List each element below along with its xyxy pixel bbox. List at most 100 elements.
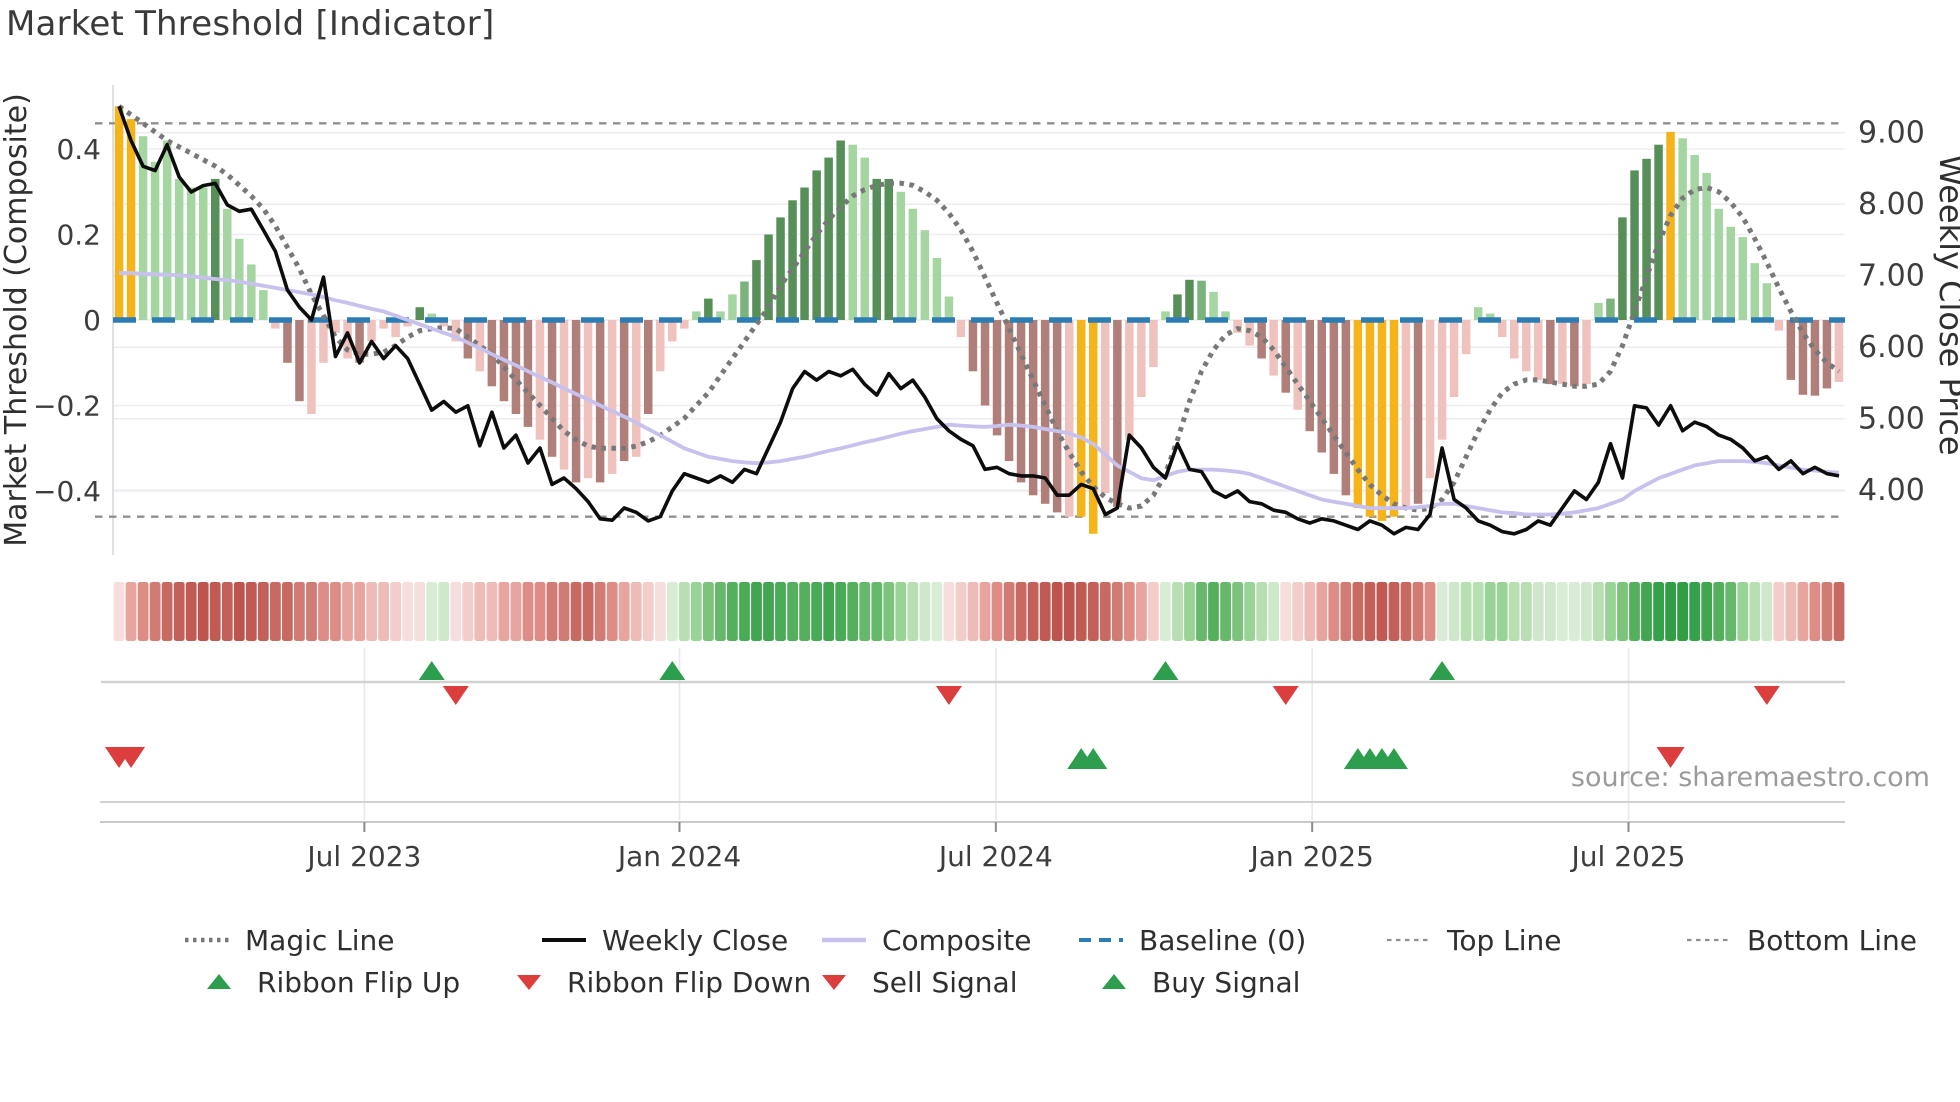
composite-bar (259, 290, 268, 320)
composite-bar (619, 320, 629, 462)
ribbon-cell (1761, 582, 1773, 641)
ribbon-cell (426, 582, 438, 641)
composite-bar (1016, 320, 1026, 483)
composite-bar (1498, 320, 1507, 338)
ribbon-cell (1280, 582, 1292, 641)
composite-bar (1281, 320, 1290, 393)
composite-bar (1726, 226, 1735, 320)
right-tick-label: 5.00 (1858, 402, 1925, 437)
ribbon-cell (763, 582, 774, 641)
composite-bar (692, 311, 701, 320)
ribbon-cell (1496, 582, 1508, 641)
ribbon-cell (185, 582, 197, 641)
left-tick-label: −0.2 (33, 390, 101, 423)
right-tick-label: 6.00 (1858, 330, 1925, 365)
ribbon-cell (1316, 582, 1328, 641)
left-tick-label: 0 (83, 304, 101, 337)
right-tick-label: 8.00 (1858, 187, 1925, 222)
ribbon-cell (690, 582, 702, 641)
ribbon-cell (1725, 582, 1737, 641)
ribbon-cell (137, 582, 149, 641)
composite-bar (1437, 320, 1447, 440)
composite-bar (1606, 298, 1615, 320)
ribbon-cell (366, 582, 377, 641)
ribbon-cell (1701, 582, 1713, 641)
ribbon-cell (1099, 582, 1111, 641)
ribbon-cell (113, 582, 125, 641)
composite-bar (1341, 320, 1351, 496)
ribbon-cell (330, 582, 341, 641)
ribbon-cell (859, 582, 871, 641)
composite-bar (1365, 320, 1375, 517)
composite-bar (283, 320, 292, 363)
composite-bar (162, 140, 172, 320)
ribbon-flip-down-icon (1272, 686, 1299, 705)
ribbon-cell (715, 582, 726, 641)
ribbon-cell (1364, 582, 1376, 641)
ribbon-cell (1352, 582, 1364, 641)
ribbon-cell (125, 582, 137, 641)
composite-bar (595, 320, 605, 483)
ribbon-cell (173, 582, 185, 641)
ribbon-cell (486, 582, 498, 641)
composite-bar (186, 187, 196, 320)
composite-bar (547, 320, 557, 457)
composite-bar (535, 320, 545, 440)
composite-bar (836, 140, 845, 320)
ribbon-cell (1027, 582, 1039, 641)
ribbon-cell (1424, 582, 1436, 641)
composite-bar (114, 106, 124, 321)
ribbon-cell (1087, 582, 1099, 641)
composite-bar (559, 320, 569, 470)
ribbon-cell (233, 582, 245, 641)
ribbon-cell (1821, 582, 1833, 641)
ribbon-cell (1340, 582, 1352, 641)
ribbon-cell (739, 582, 750, 641)
ribbon-cell (1460, 582, 1472, 641)
ribbon-cell (1412, 582, 1424, 641)
left-axis-label: Market Threshold (Composite) (0, 93, 34, 547)
weekly-close-line (117, 105, 1840, 536)
ribbon-cell (787, 582, 798, 641)
composite-bar (1101, 320, 1110, 494)
composite-bar (1305, 320, 1314, 432)
composite-bar (1137, 320, 1146, 397)
ribbon-flip-down-icon (935, 686, 962, 705)
composite-bar (247, 264, 256, 320)
ribbon-cell (1629, 582, 1640, 641)
composite-bar (235, 238, 244, 320)
ribbon-cell (1256, 582, 1268, 641)
ribbon-cell (799, 582, 810, 641)
composite-bar (403, 320, 412, 327)
ribbon-cell (979, 582, 991, 641)
ribbon-cell (883, 582, 895, 641)
ribbon-cell (450, 582, 462, 641)
ribbon-cell (270, 582, 281, 641)
left-tick-label: 0.4 (56, 133, 101, 166)
ribbon-cell (1015, 582, 1027, 641)
composite-bar (932, 258, 942, 320)
composite-bar (1558, 320, 1567, 385)
composite-bar (307, 320, 316, 414)
composite-bar (331, 320, 340, 333)
ribbon-cell (606, 582, 618, 641)
composite-bar (944, 296, 954, 320)
composite-bar (1750, 263, 1759, 320)
composite-bar (1329, 320, 1339, 474)
composite-bar (1209, 291, 1218, 320)
composite-bar (223, 208, 232, 320)
ribbon-cell (666, 582, 678, 641)
composite-bar (571, 320, 581, 483)
ribbon-cell (1653, 582, 1664, 641)
composite-bar (1449, 320, 1459, 397)
composite-bar (1197, 280, 1206, 320)
buy-signal-markers (1067, 748, 1408, 769)
ribbon-flip-up-icon (1429, 661, 1456, 680)
composite-bar (379, 320, 388, 329)
composite-bar (1774, 320, 1784, 331)
composite-bar (1004, 320, 1014, 462)
composite-bar (884, 178, 893, 320)
composite-bar (680, 320, 689, 329)
right-tick-label: 7.00 (1858, 259, 1925, 294)
ribbon-cell (318, 582, 329, 641)
